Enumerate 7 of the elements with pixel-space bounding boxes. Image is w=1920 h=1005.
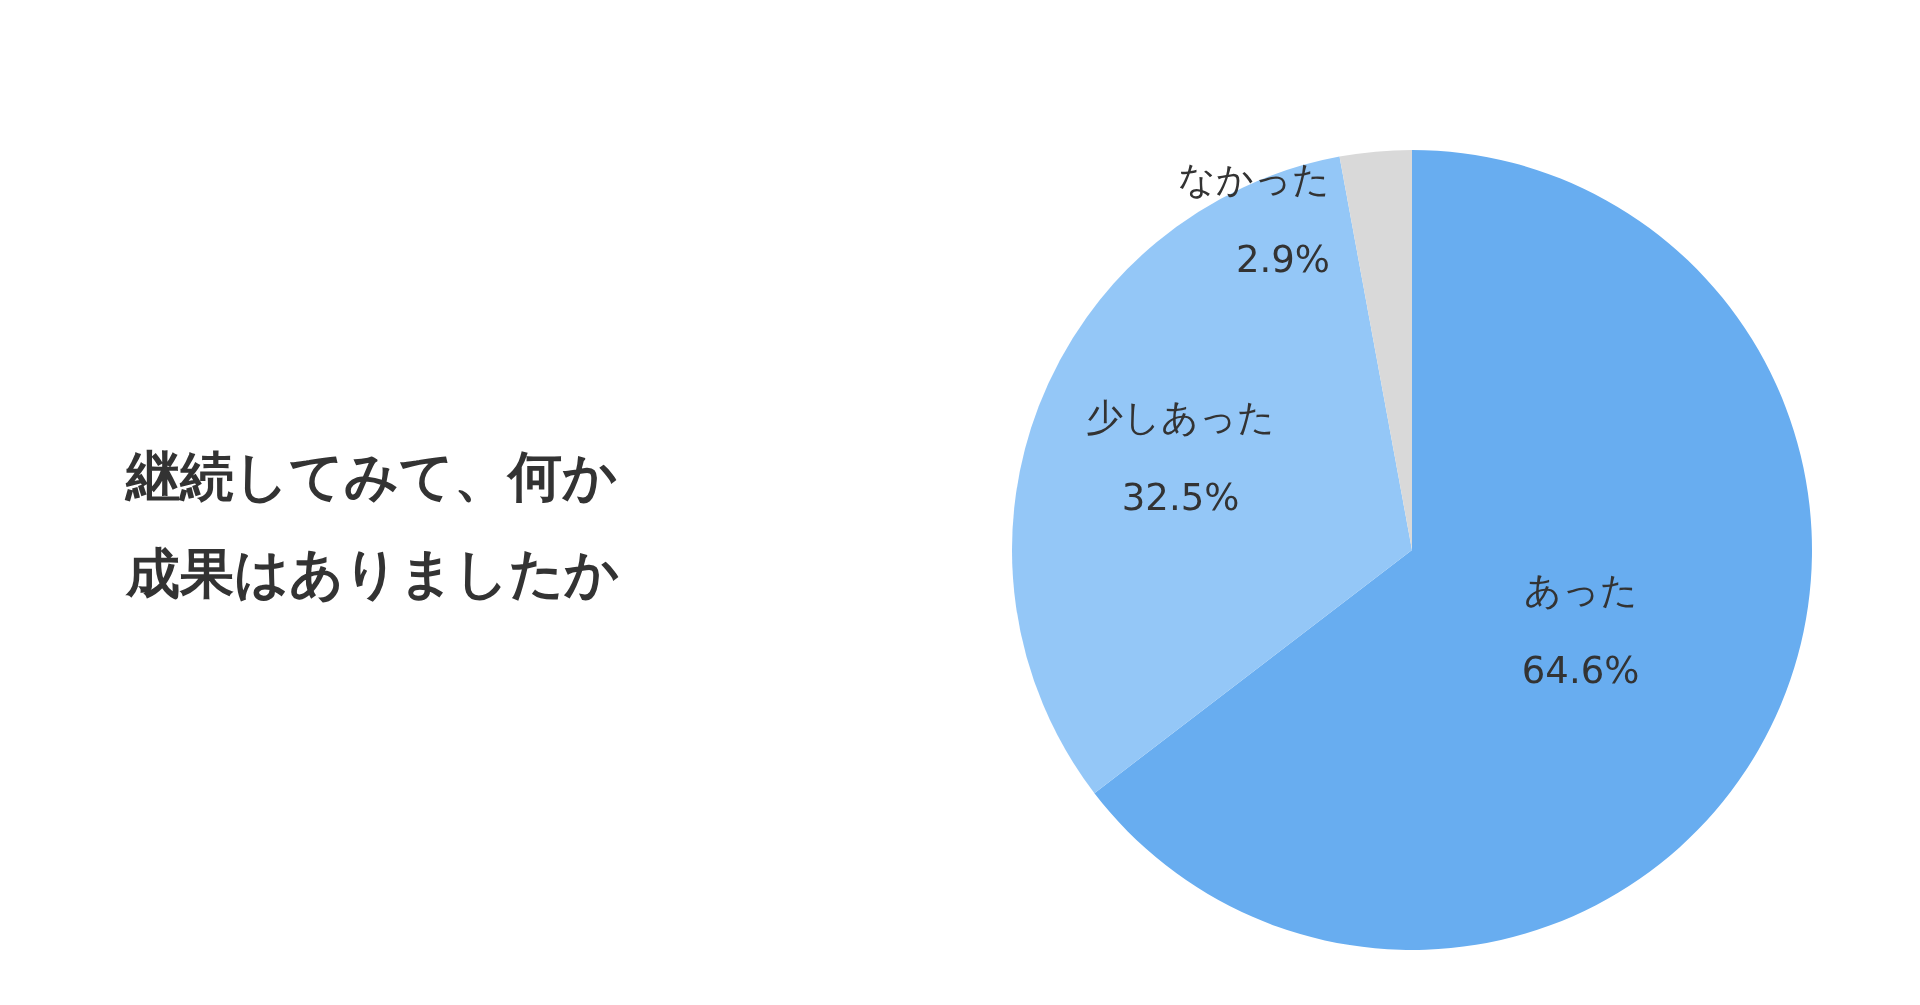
text: 継続してみて、何か成果はありましたか: [126, 444, 620, 607]
slice-label: 少しあった: [1086, 396, 1276, 440]
data-label: 32.5%: [1121, 476, 1240, 520]
data-label: 64.6%: [1521, 648, 1640, 692]
slice-label: あった: [1523, 568, 1638, 612]
data-label: 2.9%: [1236, 237, 1330, 281]
slice-label: なかった: [1178, 157, 1330, 201]
